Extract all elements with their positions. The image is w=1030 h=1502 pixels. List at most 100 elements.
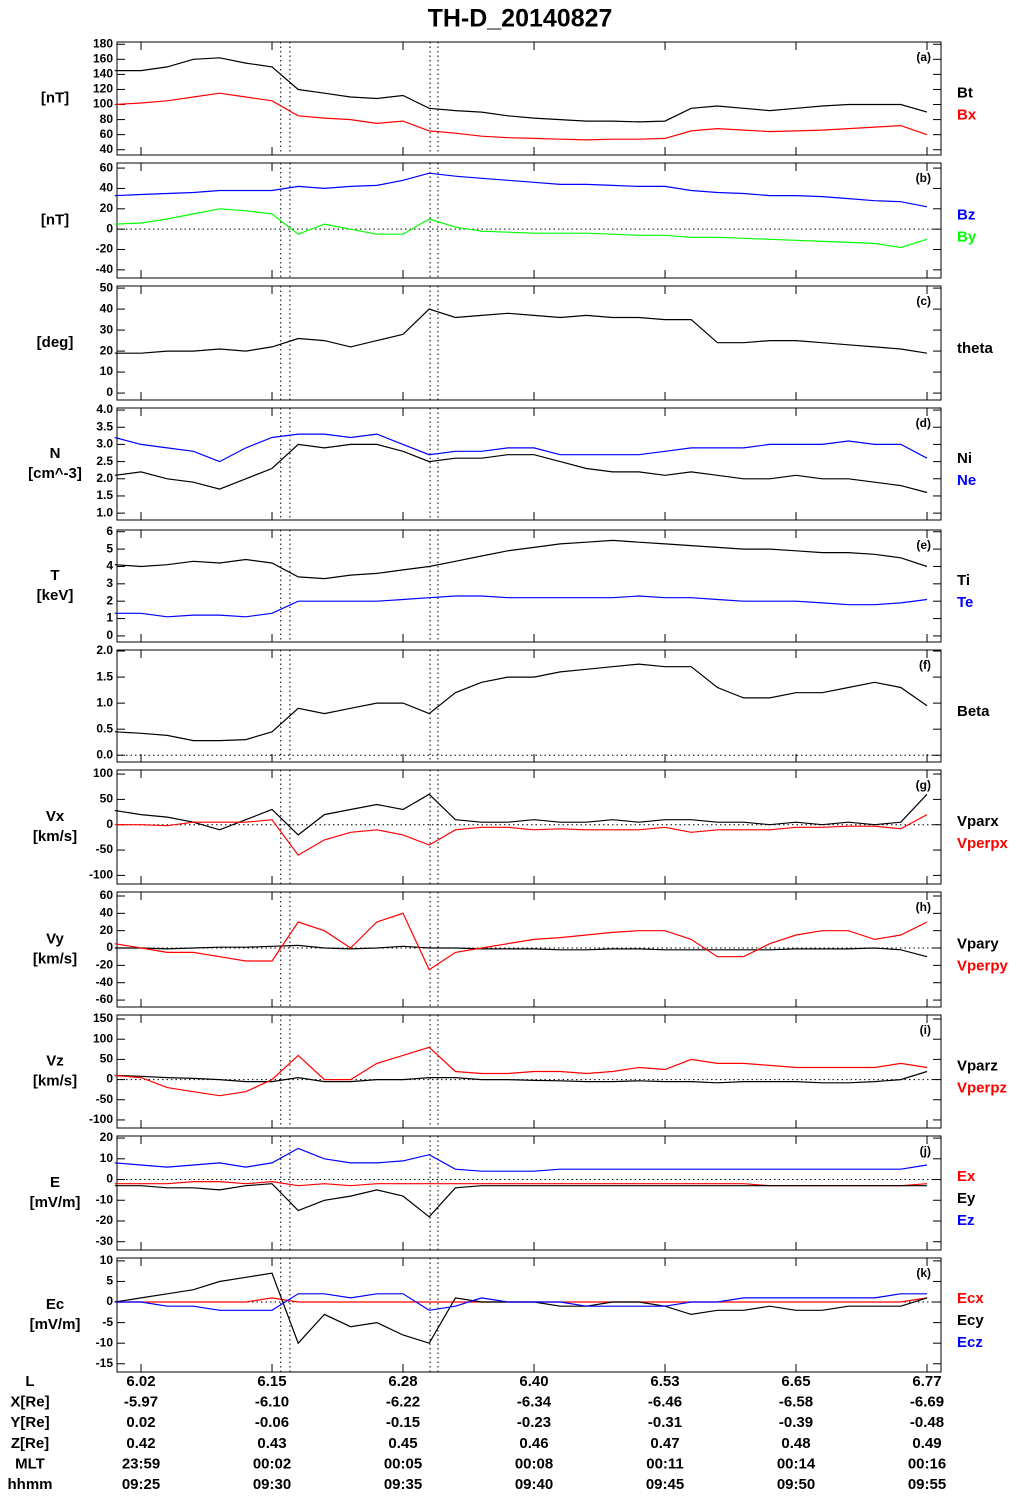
y-tick-label: 0 bbox=[106, 1172, 113, 1186]
y-tick-label: 30 bbox=[100, 322, 114, 336]
legend-entry: Bz bbox=[957, 206, 975, 223]
row-label: Y[Re] bbox=[10, 1414, 49, 1431]
y-tick-label: 0 bbox=[106, 1294, 113, 1308]
panel-frame bbox=[116, 1135, 942, 1251]
row-value: 0.49 bbox=[912, 1435, 941, 1452]
series-line bbox=[114, 1046, 928, 1097]
y-axis-label: [km/s] bbox=[33, 950, 77, 967]
legend-entry: Ecx bbox=[957, 1290, 984, 1307]
y-tick-label: 0 bbox=[106, 817, 113, 831]
panel-label: (d) bbox=[916, 416, 931, 430]
legend-entry: Vparx bbox=[957, 813, 999, 830]
row-value: 0.42 bbox=[126, 1435, 155, 1452]
row-value: -6.46 bbox=[648, 1394, 682, 1411]
panel-frame bbox=[116, 529, 942, 643]
legend-entry: Vparz bbox=[957, 1057, 998, 1074]
y-tick-label: 0 bbox=[106, 1072, 113, 1086]
row-value: 6.15 bbox=[257, 1373, 286, 1390]
x-tick-label: 09:25 bbox=[122, 1476, 160, 1493]
legend-entry: By bbox=[957, 228, 977, 245]
row-value: 00:16 bbox=[908, 1455, 946, 1472]
y-tick-label: 4 bbox=[106, 559, 113, 573]
panel-frame bbox=[116, 891, 942, 1008]
y-axis-label: Vz bbox=[46, 1052, 64, 1069]
y-tick-label: 40 bbox=[100, 181, 114, 195]
row-value: -6.34 bbox=[517, 1394, 552, 1411]
row-value: 0.48 bbox=[781, 1435, 810, 1452]
y-tick-label: 10 bbox=[100, 364, 114, 378]
row-label: L bbox=[25, 1373, 34, 1390]
y-tick-label: 50 bbox=[100, 280, 114, 294]
y-tick-label: 20 bbox=[100, 201, 114, 215]
row-value: -6.10 bbox=[255, 1394, 289, 1411]
legend-entry: Ey bbox=[957, 1190, 976, 1207]
panel-frame bbox=[116, 769, 942, 885]
panel-frame bbox=[116, 285, 942, 401]
x-tick-label: 09:55 bbox=[908, 1476, 946, 1493]
legend-entry: Vperpy bbox=[957, 957, 1009, 974]
row-value: -6.58 bbox=[779, 1394, 813, 1411]
y-tick-label: 20 bbox=[100, 343, 114, 357]
y-tick-label: 0 bbox=[106, 628, 113, 642]
chart-title: TH-D_20140827 bbox=[428, 5, 613, 33]
x-tick-label: 09:30 bbox=[253, 1476, 291, 1493]
y-tick-label: 180 bbox=[93, 36, 113, 50]
series-line bbox=[114, 1070, 928, 1084]
row-label: MLT bbox=[15, 1455, 45, 1472]
y-tick-label: 100 bbox=[93, 97, 113, 111]
y-axis-label: [deg] bbox=[37, 334, 74, 351]
y-tick-label: -5 bbox=[102, 1315, 113, 1329]
row-value: -0.15 bbox=[386, 1414, 420, 1431]
row-value: 0.47 bbox=[650, 1435, 679, 1452]
y-tick-label: -50 bbox=[96, 842, 114, 856]
y-tick-label: -40 bbox=[96, 975, 114, 989]
y-tick-label: 0 bbox=[106, 385, 113, 399]
series-line bbox=[114, 539, 928, 580]
y-axis-label: [mV/m] bbox=[30, 1194, 81, 1211]
series-line bbox=[114, 663, 928, 742]
legend-entry: Beta bbox=[957, 703, 990, 720]
legend-entry: Ex bbox=[957, 1168, 976, 1185]
row-value: -6.22 bbox=[386, 1394, 420, 1411]
row-value: 00:02 bbox=[253, 1455, 291, 1472]
y-tick-label: 120 bbox=[93, 82, 113, 96]
series-line bbox=[114, 944, 928, 958]
series-line bbox=[114, 433, 928, 463]
panel-label: (k) bbox=[916, 1266, 931, 1280]
legend-entry: Bt bbox=[957, 84, 973, 101]
legend-entry: Ecy bbox=[957, 1312, 984, 1329]
y-tick-label: 10 bbox=[100, 1151, 114, 1165]
panel-label: (f) bbox=[919, 658, 931, 672]
series-line bbox=[114, 443, 928, 494]
panel-label: (j) bbox=[920, 1144, 931, 1158]
y-tick-label: 2.0 bbox=[96, 471, 113, 485]
panel-label: (i) bbox=[920, 1023, 931, 1037]
panel-label: (a) bbox=[916, 50, 931, 64]
y-tick-label: -10 bbox=[96, 1335, 114, 1349]
series-line bbox=[114, 92, 928, 141]
panel-frame bbox=[116, 41, 942, 156]
y-tick-label: 1 bbox=[106, 611, 113, 625]
y-tick-label: 20 bbox=[100, 923, 114, 937]
y-tick-label: 80 bbox=[100, 112, 114, 126]
y-tick-label: 50 bbox=[100, 792, 114, 806]
y-tick-label: 60 bbox=[100, 127, 114, 141]
y-tick-label: 60 bbox=[100, 888, 114, 902]
panel-label: (e) bbox=[916, 538, 931, 552]
series-line bbox=[114, 308, 928, 354]
row-value: -0.39 bbox=[779, 1414, 813, 1431]
row-value: -0.23 bbox=[517, 1414, 551, 1431]
row-value: -0.48 bbox=[910, 1414, 944, 1431]
panel-label: (h) bbox=[916, 900, 931, 914]
y-tick-label: -20 bbox=[96, 242, 114, 256]
y-tick-label: 40 bbox=[100, 142, 114, 156]
series-line bbox=[114, 57, 928, 123]
y-tick-label: 0.0 bbox=[96, 747, 113, 761]
legend-entry: Ecz bbox=[957, 1334, 983, 1351]
y-axis-label: [km/s] bbox=[33, 1072, 77, 1089]
series-line bbox=[114, 1183, 927, 1218]
y-tick-label: 1.0 bbox=[96, 505, 113, 519]
y-tick-label: 160 bbox=[93, 51, 113, 65]
panel-frame bbox=[116, 1014, 942, 1129]
series-line bbox=[114, 1297, 928, 1303]
